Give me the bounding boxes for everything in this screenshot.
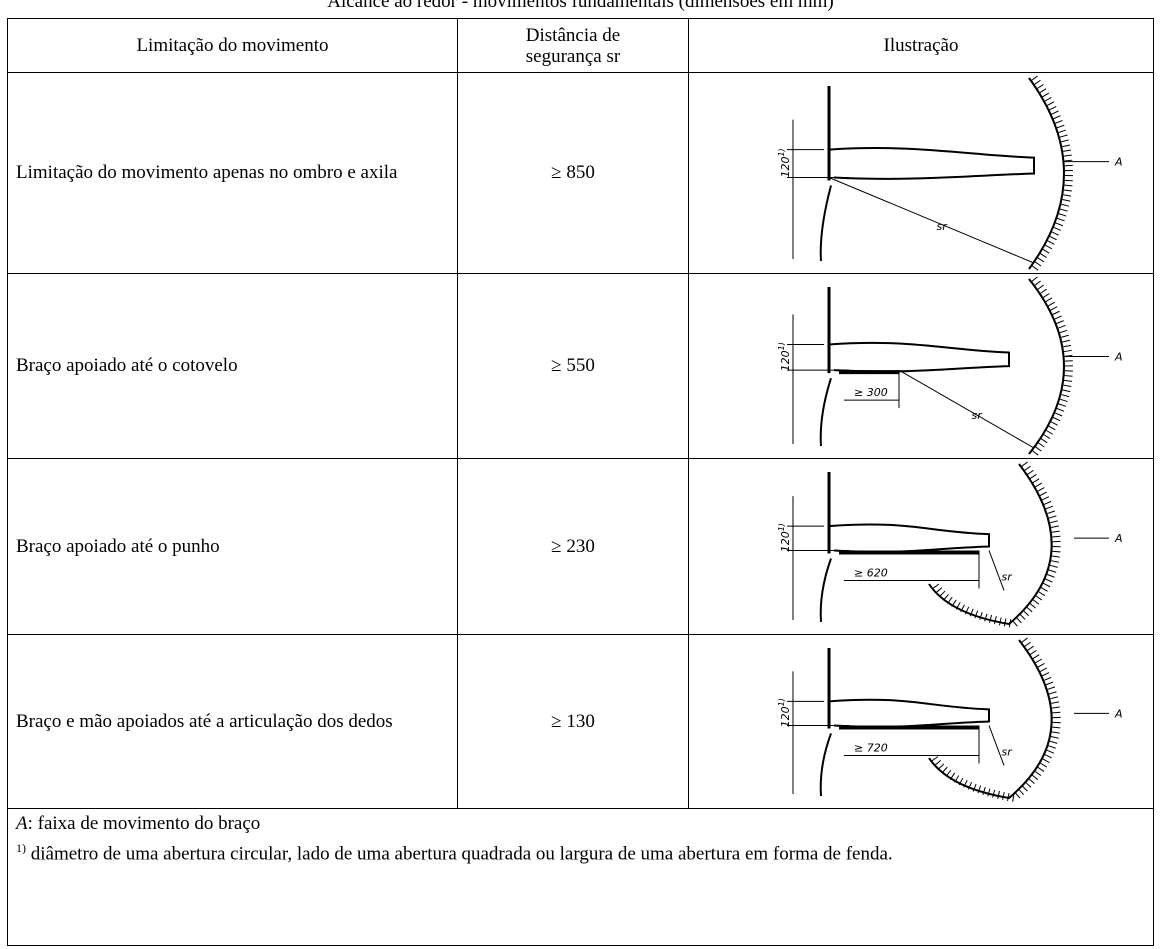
reach-line — [898, 369, 1035, 448]
height-value: 120 — [779, 706, 792, 727]
support-label: ≥ 300 — [854, 386, 888, 399]
arm — [828, 522, 990, 553]
notes-cell: A: faixa de movimento do braço 1) diâmet… — [7, 808, 1154, 946]
height-value: 120 — [779, 531, 792, 552]
illustration: 1201) Asr ≥ 620 — [777, 461, 1123, 628]
distance-cell: ≥ 550 — [457, 273, 689, 459]
reach-label: sr — [937, 220, 949, 233]
footnote-mark: 1) — [16, 841, 26, 855]
height-note: 1) — [777, 148, 786, 156]
reach-arc — [1028, 277, 1065, 455]
footnote-text: diâmetro de uma abertura circular, lado … — [26, 843, 893, 865]
distance-cell: ≥ 130 — [457, 634, 689, 809]
distance-cell: ≥ 230 — [457, 458, 689, 635]
limitation-cell: Limitação do movimento apenas no ombro e… — [7, 72, 458, 274]
notes-row: A: faixa de movimento do braço 1) diâmet… — [7, 808, 1154, 946]
height-note: 1) — [777, 698, 786, 706]
reach-hatch — [930, 637, 1061, 802]
reach-label: sr — [1002, 570, 1014, 583]
distance-cell: ≥ 850 — [457, 72, 689, 274]
note-text: : faixa de movimento do braço — [27, 813, 261, 834]
height-value: 120 — [779, 156, 792, 177]
reach-line — [828, 176, 1035, 263]
arm — [828, 341, 1010, 372]
height-label: 1201) — [777, 523, 792, 552]
body-line — [819, 184, 832, 261]
body-line — [819, 557, 832, 622]
illustration: 1201) Asr — [777, 75, 1123, 271]
table-row: Braço e mão apoiados até a articulação d… — [7, 634, 1154, 809]
header-cell: Ilustração — [688, 18, 1154, 73]
zone-label: A — [1114, 532, 1123, 545]
reach-label: sr — [1002, 745, 1014, 758]
illustration: 1201) Asr ≥ 720 — [777, 637, 1123, 802]
reach-arc — [928, 638, 1053, 799]
height-label: 1201) — [777, 698, 792, 727]
support-label: ≥ 720 — [854, 741, 888, 754]
table-row: Limitação do movimento apenas no ombro e… — [7, 72, 1154, 274]
body-line — [819, 377, 832, 446]
zone-label: A — [1114, 350, 1123, 363]
reach-line — [988, 724, 1005, 766]
zone-label: A — [1114, 707, 1123, 720]
limitation-cell: Braço e mão apoiados até a articulação d… — [7, 634, 458, 809]
header-cell: Distância de segurança sr — [457, 18, 689, 73]
zone-label: A — [1114, 155, 1123, 168]
body-line — [819, 732, 832, 796]
height-note: 1) — [777, 523, 786, 531]
reach-label: sr — [972, 409, 984, 422]
note-symbol: A — [16, 813, 28, 834]
safety-table: Limitação do movimento Distância de segu… — [7, 18, 1154, 946]
height-label: 1201) — [777, 148, 792, 177]
height-note: 1) — [777, 342, 786, 350]
limitation-cell: Braço apoiado até o punho — [7, 458, 458, 635]
note-zone: A: faixa de movimento do braço — [16, 811, 1145, 836]
table-title: Alcance ao redor - movimentos fundamenta… — [327, 0, 834, 12]
table-body: Limitação do movimento apenas no ombro e… — [7, 72, 1154, 809]
height-value: 120 — [779, 350, 792, 371]
reach-line — [988, 549, 1005, 591]
header-cell: Limitação do movimento — [7, 18, 458, 73]
note-footnote: 1) diâmetro de uma abertura circular, la… — [16, 836, 1145, 866]
reach-hatch — [930, 461, 1061, 628]
height-label: 1201) — [777, 342, 792, 371]
limitation-cell: Braço apoiado até o cotovelo — [7, 273, 458, 459]
illustration: 1201) Asr ≥ 300 — [777, 276, 1123, 456]
arm — [828, 698, 990, 728]
reach-arc — [1028, 76, 1065, 270]
support-label: ≥ 620 — [854, 566, 888, 579]
header-row: Limitação do movimento Distância de segu… — [7, 18, 1154, 73]
arm — [828, 146, 1035, 180]
